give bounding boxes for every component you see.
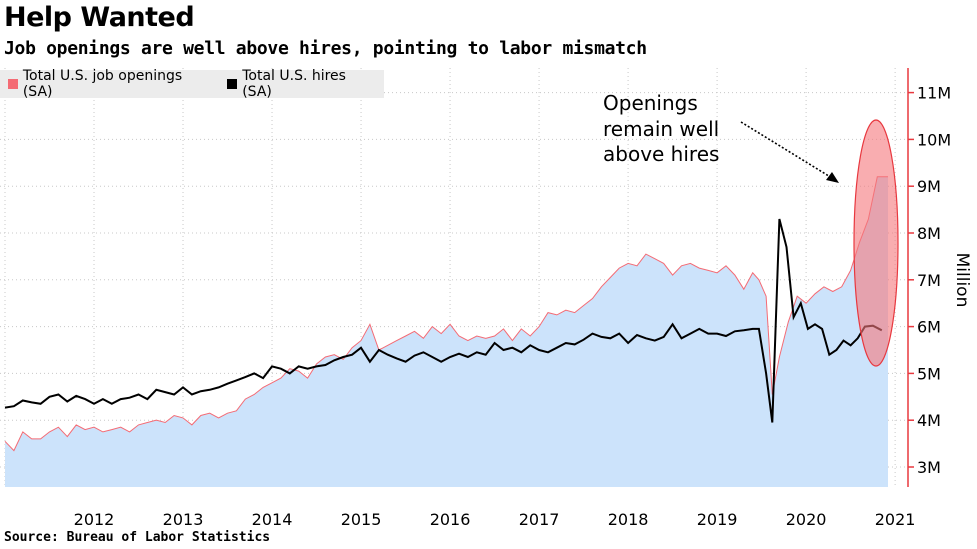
legend-item-openings: Total U.S. job openings (SA) [8, 68, 213, 100]
annotation-line-3: above hires [603, 142, 719, 166]
y-axis-label: Million [952, 253, 972, 308]
openings-line [4, 176, 888, 452]
legend-swatch-openings [8, 79, 18, 89]
legend-item-hires: Total U.S. hires (SA) [227, 68, 378, 100]
legend: Total U.S. job openings (SA) Total U.S. … [0, 68, 384, 100]
x-tick-label-4: 2016 [430, 510, 471, 529]
y-tick-label-8: 11M [917, 84, 951, 103]
chart-title: Help Wanted [4, 2, 195, 33]
y-tick-label-5: 8M [917, 224, 941, 243]
x-tick-label-0: 2012 [74, 510, 115, 529]
x-tick-label-1: 2013 [163, 510, 204, 529]
x-tick-label-6: 2018 [608, 510, 649, 529]
y-tick-label-1: 4M [917, 411, 941, 430]
y-tick-label-3: 6M [917, 318, 941, 337]
x-tick-label-3: 2015 [341, 510, 382, 529]
y-tick-label-4: 7M [917, 271, 941, 290]
annotation-line-2: remain well [603, 117, 719, 141]
highlight-ellipse [853, 119, 899, 367]
x-tick-label-9: 2021 [875, 510, 916, 529]
x-tick-label-7: 2019 [697, 510, 738, 529]
annotation-layer: Openings remain well above hires [603, 91, 839, 183]
x-tick-label-5: 2017 [519, 510, 560, 529]
y-tick-layer: 3M 4M 5M 6M 7M 8M 9M 10M 11M [908, 84, 951, 477]
y-tick-label-2: 5M [917, 364, 941, 383]
chart-subtitle: Job openings are well above hires, point… [4, 38, 647, 59]
source-note: Source: Bureau of Labor Statistics [4, 530, 271, 545]
y-tick-label-0: 3M [917, 458, 941, 477]
y-tick-label-7: 10M [917, 130, 951, 149]
x-tick-layer: 2012 2013 2014 2015 2016 2017 2018 2019 2020 2021 [74, 510, 916, 529]
annotation-arrow [740, 121, 833, 179]
hires-line [4, 218, 883, 423]
y-tick-label-6: 9M [917, 177, 941, 196]
x-tick-label-2: 2014 [252, 510, 293, 529]
annotation-arrowhead [826, 172, 839, 183]
x-tick-label-8: 2020 [786, 510, 827, 529]
legend-swatch-hires [227, 79, 238, 89]
annotation-line-1: Openings [603, 91, 698, 115]
legend-label-openings: Total U.S. job openings (SA) [22, 68, 183, 100]
openings-area [5, 176, 888, 488]
legend-label-hires: Total U.S. hires (SA) [242, 68, 346, 100]
